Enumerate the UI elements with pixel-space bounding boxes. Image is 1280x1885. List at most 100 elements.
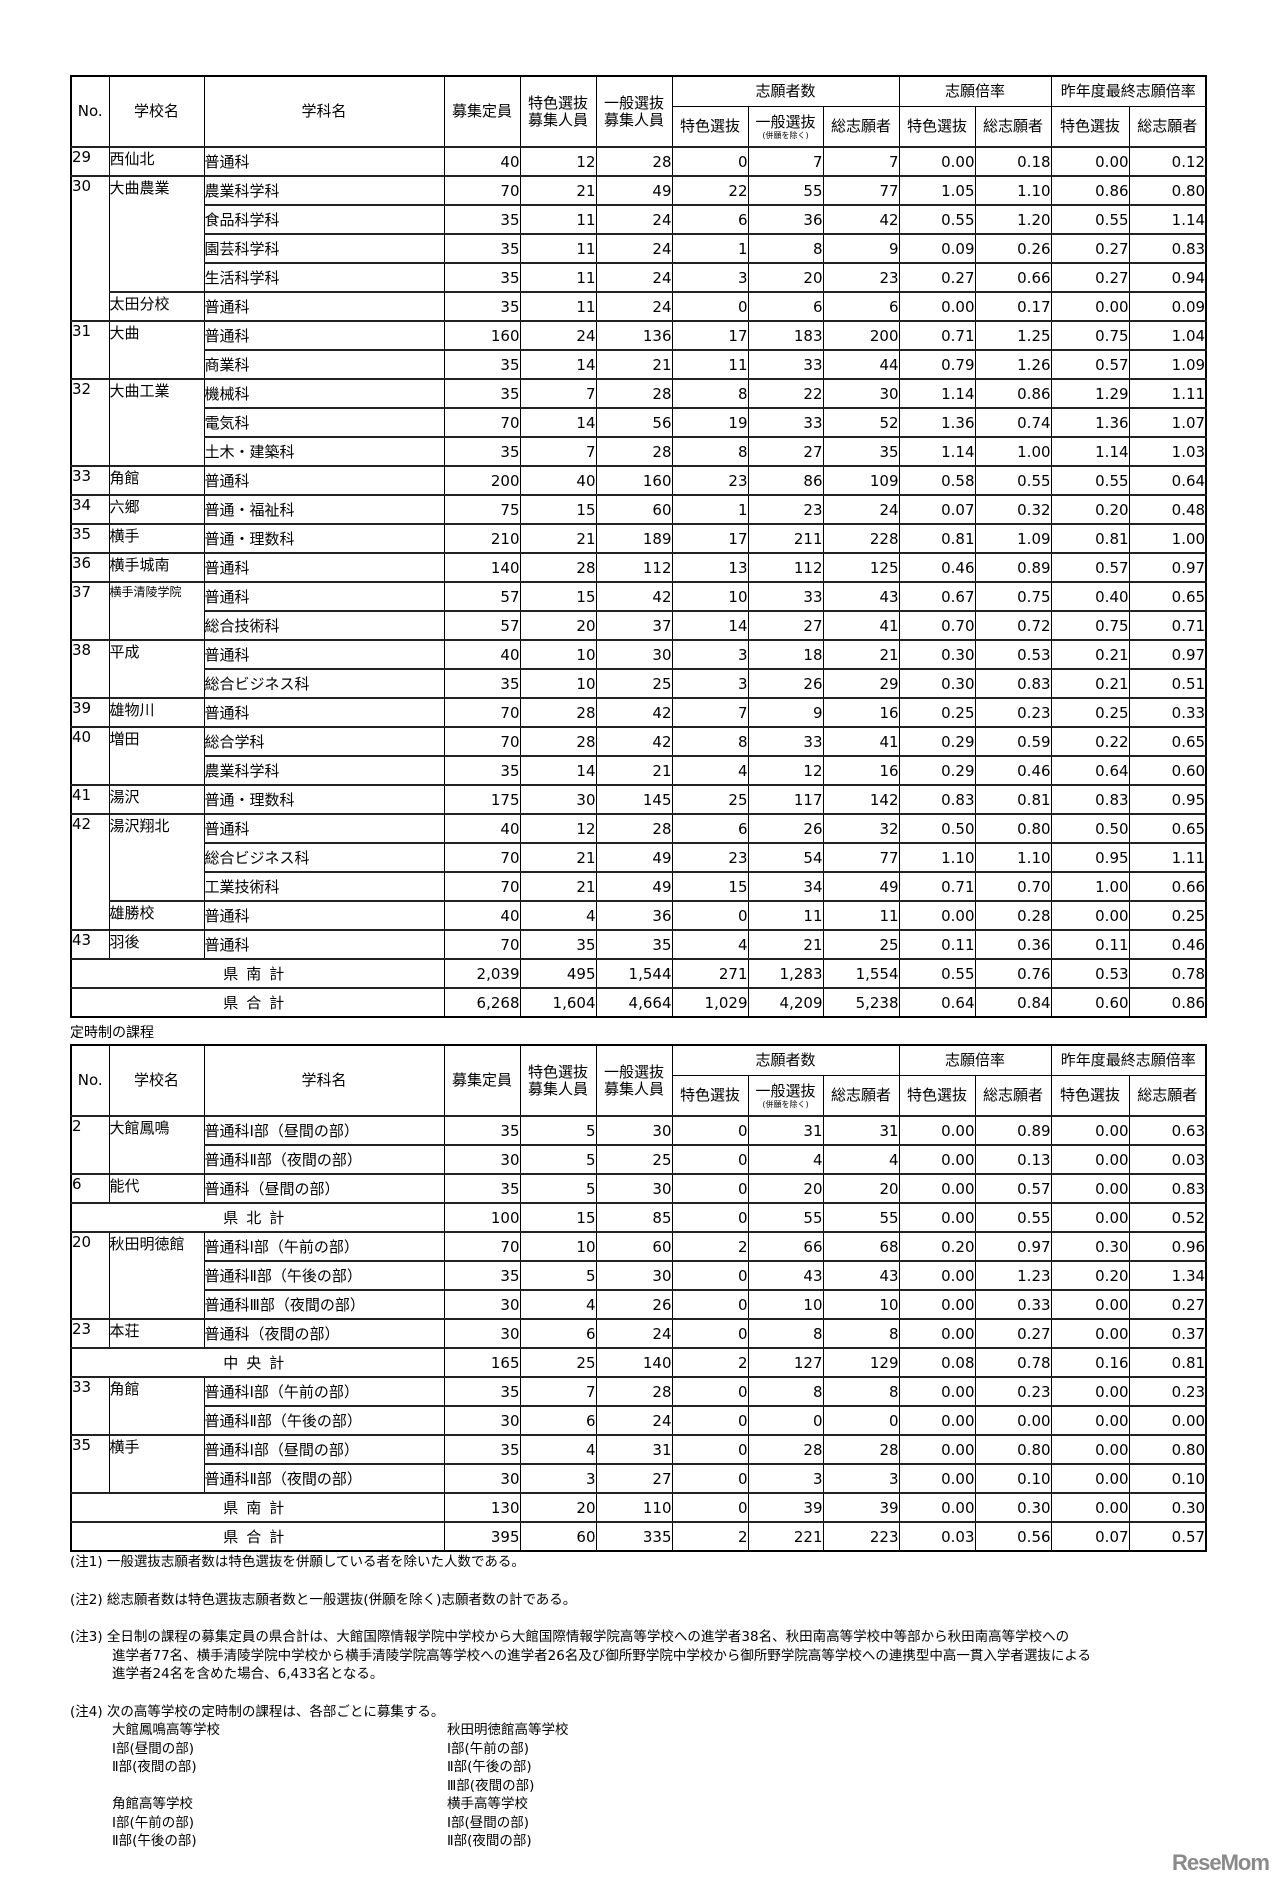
applicants-total-cell: 31 bbox=[822, 1115, 900, 1146]
header-ratio-total: 総志願者 bbox=[974, 1075, 1052, 1117]
applicants-ippan-cell: 33 bbox=[747, 407, 824, 438]
capacity-cell: 6,268 bbox=[443, 987, 521, 1018]
header-applicants: 志願者数 bbox=[671, 75, 900, 107]
ratio-tokushoku-cell: 1.10 bbox=[898, 842, 976, 873]
ratio-tokushoku-cell: 0.11 bbox=[898, 929, 976, 960]
last-ratio-total-cell: 0.81 bbox=[1128, 1347, 1207, 1378]
header-dept: 学科名 bbox=[203, 75, 445, 148]
applicants-tokushoku-cell: 3 bbox=[671, 639, 749, 670]
capacity-cell: 30 bbox=[443, 1289, 521, 1320]
ippan-recruit-cell: 24 bbox=[595, 262, 673, 293]
department-name: 総合ビジネス科 bbox=[203, 668, 445, 699]
last-ratio-total-cell: 0.48 bbox=[1128, 494, 1207, 525]
note-3-line: 進学者77名、横手清陵学院中学校から横手清陵学院高等学校への進学者26名及び御所… bbox=[112, 1647, 1091, 1664]
capacity-cell: 40 bbox=[443, 813, 521, 844]
total-label: 県北計 bbox=[70, 1202, 445, 1233]
last-ratio-total-cell: 0.10 bbox=[1128, 1463, 1207, 1494]
table-row: 43 羽後 普通科 70 35 35 4 21 25 0.11 0.36 0.11 0.46 bbox=[70, 929, 1207, 960]
ratio-total-cell: 1.20 bbox=[974, 204, 1052, 235]
last-ratio-total-cell: 0.33 bbox=[1128, 697, 1207, 728]
note-4-item: Ⅱ部(午後の部) bbox=[447, 1759, 532, 1775]
ippan-recruit-cell: 21 bbox=[595, 755, 673, 786]
school-number: 38 bbox=[70, 639, 110, 699]
applicants-ippan-cell: 86 bbox=[747, 465, 824, 496]
school-name: 秋田明徳館 bbox=[108, 1231, 205, 1320]
department-name: 園芸科学科 bbox=[203, 233, 445, 264]
applicants-ippan-cell: 10 bbox=[747, 1289, 824, 1320]
department-name: 普通科 bbox=[203, 146, 445, 177]
ratio-tokushoku-cell: 0.00 bbox=[898, 1115, 976, 1146]
applicants-total-cell: 42 bbox=[822, 204, 900, 235]
header-ratio-total: 総志願者 bbox=[974, 106, 1052, 148]
table-row: 35 横手 普通科Ⅰ部（昼間の部） 35 4 31 0 28 28 0.00 0.80 0.00 0.8… bbox=[70, 1434, 1207, 1494]
ratio-tokushoku-cell: 0.20 bbox=[898, 1231, 976, 1262]
applicants-total-cell: 8 bbox=[822, 1318, 900, 1349]
ratio-total-cell: 0.55 bbox=[974, 465, 1052, 496]
ratio-total-cell: 0.81 bbox=[974, 784, 1052, 815]
school-number: 42 bbox=[70, 813, 110, 931]
ratio-tokushoku-cell: 0.46 bbox=[898, 552, 976, 583]
ippan-recruit-cell: 49 bbox=[595, 871, 673, 902]
header-school: 学校名 bbox=[108, 75, 205, 148]
note-4-item: Ⅱ部(夜間の部) bbox=[447, 1833, 532, 1849]
table-row: 35 横手 普通・理数科 210 21 189 17 211 228 0.81 1.09 0.81 1.… bbox=[70, 523, 1207, 554]
capacity-cell: 57 bbox=[443, 610, 521, 641]
header-note: (併願を除く) bbox=[762, 1099, 809, 1109]
school-name: 西仙北 bbox=[108, 146, 205, 177]
ratio-total-cell: 0.17 bbox=[974, 291, 1052, 322]
applicants-total-cell: 9 bbox=[822, 233, 900, 264]
school-number: 35 bbox=[70, 1434, 110, 1494]
capacity-cell: 40 bbox=[443, 639, 521, 670]
applicants-ippan-cell: 43 bbox=[747, 1260, 824, 1291]
header-no: No. bbox=[70, 75, 110, 148]
ratio-tokushoku-cell: 0.00 bbox=[898, 1405, 976, 1436]
ippan-recruit-cell: 42 bbox=[595, 697, 673, 728]
department-name: 普通科Ⅱ部（夜間の部） bbox=[203, 1144, 445, 1175]
table-row: 農業科学科 35 14 21 4 12 16 0.29 0.46 0.64 0.60 bbox=[71, 755, 1207, 786]
tokushoku-recruit-cell: 11 bbox=[519, 262, 597, 293]
applicants-tokushoku-cell: 0 bbox=[671, 1376, 749, 1407]
applicants-tokushoku-cell: 271 bbox=[671, 958, 749, 989]
ippan-recruit-cell: 24 bbox=[595, 1405, 673, 1436]
tokushoku-recruit-cell: 28 bbox=[519, 726, 597, 757]
last-ratio-total-cell: 1.11 bbox=[1128, 842, 1207, 873]
note-4-item: 大館鳳鳴高等学校 bbox=[112, 1722, 220, 1738]
applicants-tokushoku-cell: 25 bbox=[671, 784, 749, 815]
applicants-total-cell: 1,554 bbox=[822, 958, 900, 989]
ratio-total-cell: 0.78 bbox=[974, 1347, 1052, 1378]
last-ratio-tokushoku-cell: 0.55 bbox=[1050, 204, 1130, 235]
tokushoku-recruit-cell: 3 bbox=[519, 1463, 597, 1494]
capacity-cell: 30 bbox=[443, 1144, 521, 1175]
ratio-tokushoku-cell: 0.00 bbox=[898, 1202, 976, 1233]
tokushoku-recruit-cell: 14 bbox=[519, 349, 597, 380]
tokushoku-recruit-cell: 7 bbox=[519, 378, 597, 409]
capacity-cell: 70 bbox=[443, 407, 521, 438]
note-4-item: Ⅰ部(午前の部) bbox=[112, 1814, 195, 1831]
table-row: 電気科 70 14 56 19 33 52 1.36 0.74 1.36 1.07 bbox=[71, 407, 1207, 438]
applicants-total-cell: 29 bbox=[822, 668, 900, 699]
last-ratio-total-cell: 0.94 bbox=[1128, 262, 1207, 293]
applicants-total-cell: 11 bbox=[822, 900, 900, 931]
last-ratio-tokushoku-cell: 0.95 bbox=[1050, 842, 1130, 873]
total-row: 県合計 6,268 1,604 4,664 1,029 4,209 5,238 0.64 0.8… bbox=[70, 987, 1207, 1018]
tokushoku-recruit-cell: 14 bbox=[519, 755, 597, 786]
applicants-total-cell: 8 bbox=[822, 1376, 900, 1407]
header-applicants-tokushoku: 特色選抜 bbox=[671, 106, 749, 148]
tokushoku-recruit-cell: 4 bbox=[519, 1289, 597, 1320]
ippan-recruit-cell: 28 bbox=[595, 813, 673, 844]
applicants-total-cell: 125 bbox=[822, 552, 900, 583]
ratio-total-cell: 0.32 bbox=[974, 494, 1052, 525]
tokushoku-recruit-cell: 6 bbox=[519, 1318, 597, 1349]
table-row: 32 大曲工業 機械科 35 7 28 8 22 30 1.14 0.86 1.29 1.11 bbox=[70, 378, 1207, 467]
applicants-total-cell: 39 bbox=[822, 1492, 900, 1523]
school-name: 大曲農業 bbox=[108, 175, 205, 293]
applicants-ippan-cell: 11 bbox=[747, 900, 824, 931]
ratio-tokushoku-cell: 0.29 bbox=[898, 726, 976, 757]
header-dept: 学科名 bbox=[203, 1044, 445, 1117]
applicants-ippan-cell: 117 bbox=[747, 784, 824, 815]
ippan-recruit-cell: 28 bbox=[595, 1376, 673, 1407]
department-name: 普通科 bbox=[203, 929, 445, 960]
school-number: 36 bbox=[70, 552, 110, 583]
last-ratio-tokushoku-cell: 0.11 bbox=[1050, 929, 1130, 960]
table-row: 34 六郷 普通・福祉科 75 15 60 1 23 24 0.07 0.32 0.20 0.48 bbox=[70, 494, 1207, 525]
